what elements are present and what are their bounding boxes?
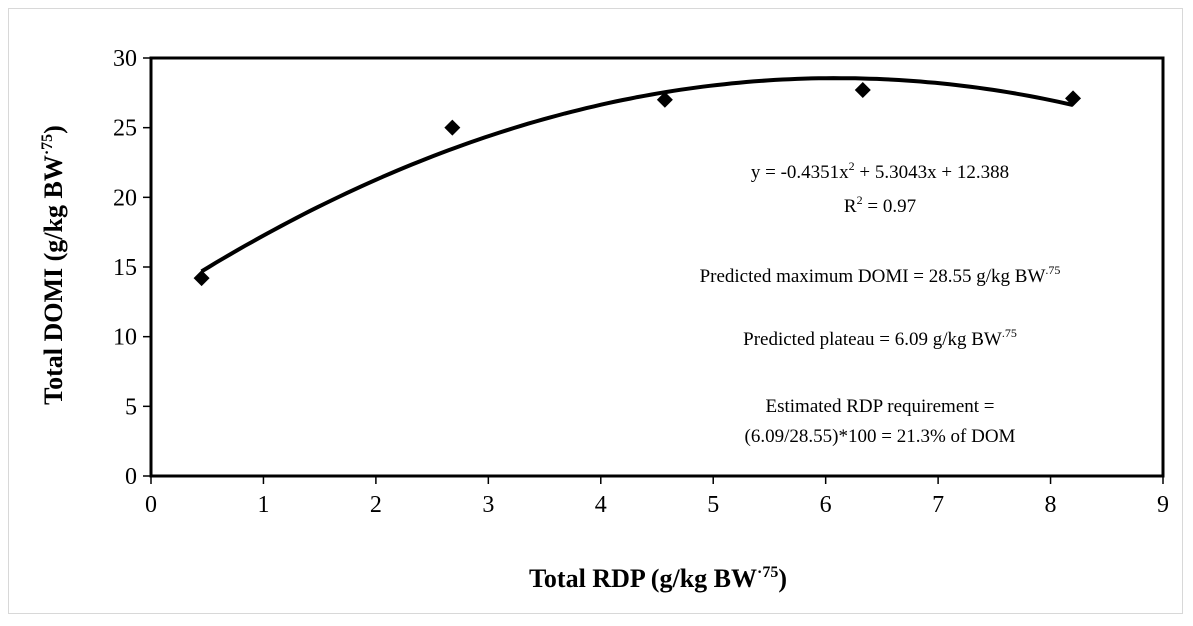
data-point	[854, 82, 871, 99]
x-tick-label: 2	[370, 492, 382, 518]
y-tick-label: 15	[113, 255, 137, 281]
data-point	[444, 119, 461, 136]
y-axis-title: Total DOMI (g/kg BW·75)	[39, 125, 68, 405]
data-point	[193, 270, 210, 287]
y-tick-label: 0	[125, 464, 137, 490]
y-tick-label: 20	[113, 185, 137, 211]
y-tick-label: 25	[113, 116, 137, 142]
r-squared-label: R2 = 0.97	[844, 193, 916, 217]
y-tick-label: 5	[125, 394, 137, 420]
max-domi-label: Predicted maximum DOMI = 28.55 g/kg BW.7…	[700, 263, 1061, 287]
x-tick-label: 9	[1157, 492, 1169, 518]
x-tick-label: 8	[1045, 492, 1057, 518]
x-axis-title: Total RDP (g/kg BW·75)	[529, 564, 787, 593]
x-tick-label: 1	[257, 492, 269, 518]
x-tick-label: 0	[145, 492, 157, 518]
equation-label: y = -0.4351x2 + 5.3043x + 12.388	[751, 159, 1009, 183]
y-tick-label: 10	[113, 325, 137, 351]
data-points	[193, 82, 1082, 287]
x-axis: 0 1 2 3 4 5 6 7 8 9	[145, 476, 1169, 518]
requirement-label-line2: (6.09/28.55)*100 = 21.3% of DOM	[745, 426, 1016, 447]
annotations: y = -0.4351x2 + 5.3043x + 12.388 R2 = 0.…	[700, 159, 1061, 447]
requirement-label-line1: Estimated RDP requirement =	[766, 396, 995, 417]
y-axis: 0 5 10 15 20 25 30	[113, 46, 151, 490]
plateau-label: Predicted plateau = 6.09 g/kg BW.75	[743, 326, 1017, 350]
x-tick-label: 7	[932, 492, 944, 518]
x-tick-label: 6	[820, 492, 832, 518]
y-tick-label: 30	[113, 46, 137, 72]
data-point	[656, 91, 673, 108]
figure-frame	[8, 8, 1183, 614]
x-tick-label: 5	[707, 492, 719, 518]
data-point	[1065, 90, 1082, 107]
trendline	[200, 76, 1074, 274]
x-tick-label: 3	[482, 492, 494, 518]
x-tick-label: 4	[595, 492, 607, 518]
